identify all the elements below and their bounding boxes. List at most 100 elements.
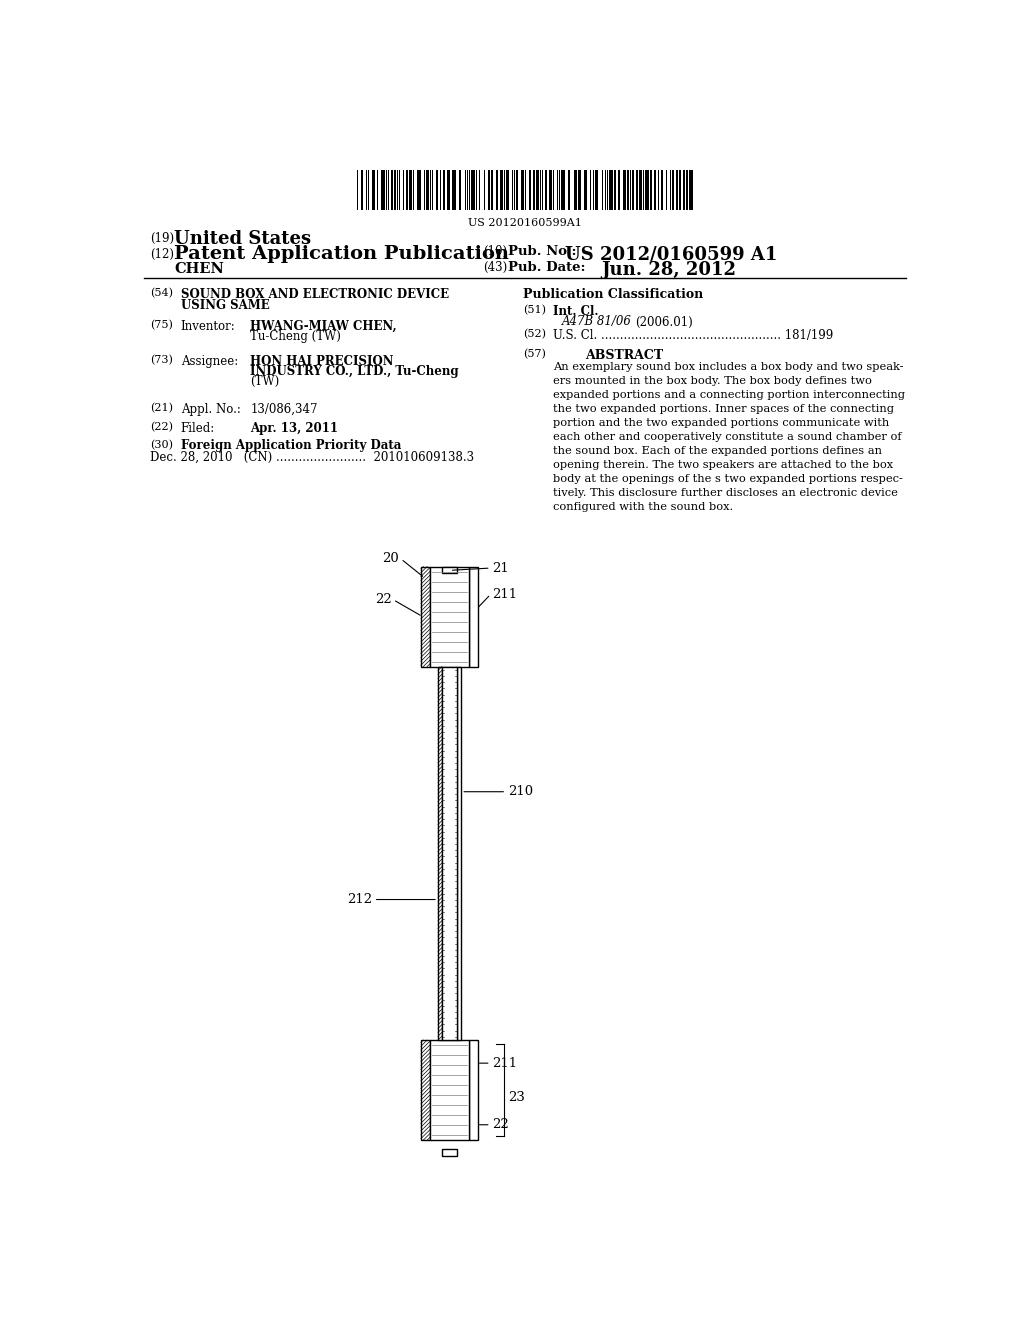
Bar [561, 170, 564, 210]
Bar [673, 170, 674, 210]
Text: A47B 81/06: A47B 81/06 [562, 315, 632, 329]
Text: Jun. 28, 2012: Jun. 28, 2012 [601, 261, 736, 279]
Bar [421, 566, 430, 667]
Bar [516, 170, 518, 210]
Bar [504, 170, 505, 210]
Bar [446, 170, 450, 210]
Bar [501, 170, 503, 210]
Bar [430, 566, 469, 667]
Bar [546, 170, 547, 210]
Bar [469, 1040, 478, 1140]
Bar [553, 170, 554, 210]
Bar [557, 170, 558, 210]
Text: Pub. Date:: Pub. Date: [508, 261, 586, 273]
Bar [413, 170, 414, 210]
Bar [578, 170, 582, 210]
Bar [361, 170, 364, 210]
Bar [525, 170, 526, 210]
Text: HON HAI PRECISION: HON HAI PRECISION [251, 355, 394, 368]
Bar [443, 170, 445, 210]
Text: An exemplary sound box includes a box body and two speak-
ers mounted in the box: An exemplary sound box includes a box bo… [553, 363, 904, 512]
Text: Assignee:: Assignee: [180, 355, 238, 368]
Bar [689, 170, 692, 210]
Text: US 20120160599A1: US 20120160599A1 [468, 218, 582, 227]
Text: Dec. 28, 2010   (CN) ........................  201010609138.3: Dec. 28, 2010 (CN) .....................… [150, 451, 474, 465]
Bar [632, 170, 634, 210]
Bar [393, 170, 396, 210]
Bar [424, 170, 425, 210]
Bar [506, 170, 510, 210]
Text: Int. Cl.: Int. Cl. [553, 305, 598, 318]
Text: (19): (19) [150, 232, 174, 246]
Bar [458, 667, 461, 1040]
Bar [639, 170, 642, 210]
Bar [366, 170, 367, 210]
Bar [399, 170, 400, 210]
Bar [402, 170, 403, 210]
Text: Pub. No.:: Pub. No.: [508, 246, 577, 259]
Bar [618, 170, 620, 210]
Text: 21: 21 [493, 561, 509, 574]
Bar [442, 566, 458, 573]
Text: (2006.01): (2006.01) [636, 315, 693, 329]
Bar [595, 170, 598, 210]
Bar [479, 170, 480, 210]
Bar [381, 170, 385, 210]
Text: (12): (12) [150, 248, 174, 261]
Bar [537, 170, 539, 210]
Bar [453, 170, 456, 210]
Text: Appl. No.:: Appl. No.: [180, 404, 241, 416]
Bar [373, 170, 375, 210]
Text: (43): (43) [483, 261, 507, 273]
Text: (54): (54) [150, 288, 173, 298]
Text: 211: 211 [493, 1056, 517, 1069]
Bar [514, 170, 515, 210]
Bar [676, 170, 678, 210]
Bar [407, 170, 409, 210]
Bar [483, 170, 484, 210]
Text: (21): (21) [150, 404, 173, 413]
Bar [534, 170, 536, 210]
Bar [368, 170, 369, 210]
Bar [442, 667, 458, 1040]
Bar [614, 170, 616, 210]
Bar [438, 667, 442, 1040]
Bar [397, 170, 398, 210]
Text: 13/086,347: 13/086,347 [251, 404, 317, 416]
Bar [388, 170, 389, 210]
Text: INDUSTRY CO., LTD., Tu-Cheng: INDUSTRY CO., LTD., Tu-Cheng [251, 364, 459, 378]
Bar [436, 170, 437, 210]
Text: US 2012/0160599 A1: US 2012/0160599 A1 [565, 246, 777, 264]
Bar [637, 170, 638, 210]
Text: Tu-Cheng (TW): Tu-Cheng (TW) [251, 330, 341, 343]
Bar [465, 170, 466, 210]
Text: 22: 22 [375, 593, 391, 606]
Bar [657, 170, 658, 210]
Text: 23: 23 [508, 1092, 524, 1105]
Bar [650, 170, 652, 210]
Bar [377, 170, 378, 210]
Text: (30): (30) [150, 440, 173, 450]
Bar [421, 1040, 430, 1140]
Text: 22: 22 [493, 1118, 509, 1131]
Bar [488, 170, 490, 210]
Bar [439, 170, 441, 210]
Text: (73): (73) [150, 355, 173, 366]
Text: ABSTRACT: ABSTRACT [585, 350, 664, 363]
Bar [512, 170, 513, 210]
Bar [602, 170, 603, 210]
Bar [467, 170, 468, 210]
Text: Publication Classification: Publication Classification [523, 288, 703, 301]
Bar [628, 170, 629, 210]
Bar [432, 170, 433, 210]
Bar [645, 170, 649, 210]
Text: Inventor:: Inventor: [180, 321, 236, 333]
Text: HWANG-MIAW CHEN,: HWANG-MIAW CHEN, [251, 321, 397, 333]
Bar [442, 1150, 458, 1155]
Text: 210: 210 [508, 785, 532, 799]
Bar [593, 170, 594, 210]
Text: (TW): (TW) [251, 375, 280, 388]
Bar [605, 170, 606, 210]
Bar [686, 170, 688, 210]
Text: (57): (57) [523, 350, 546, 359]
